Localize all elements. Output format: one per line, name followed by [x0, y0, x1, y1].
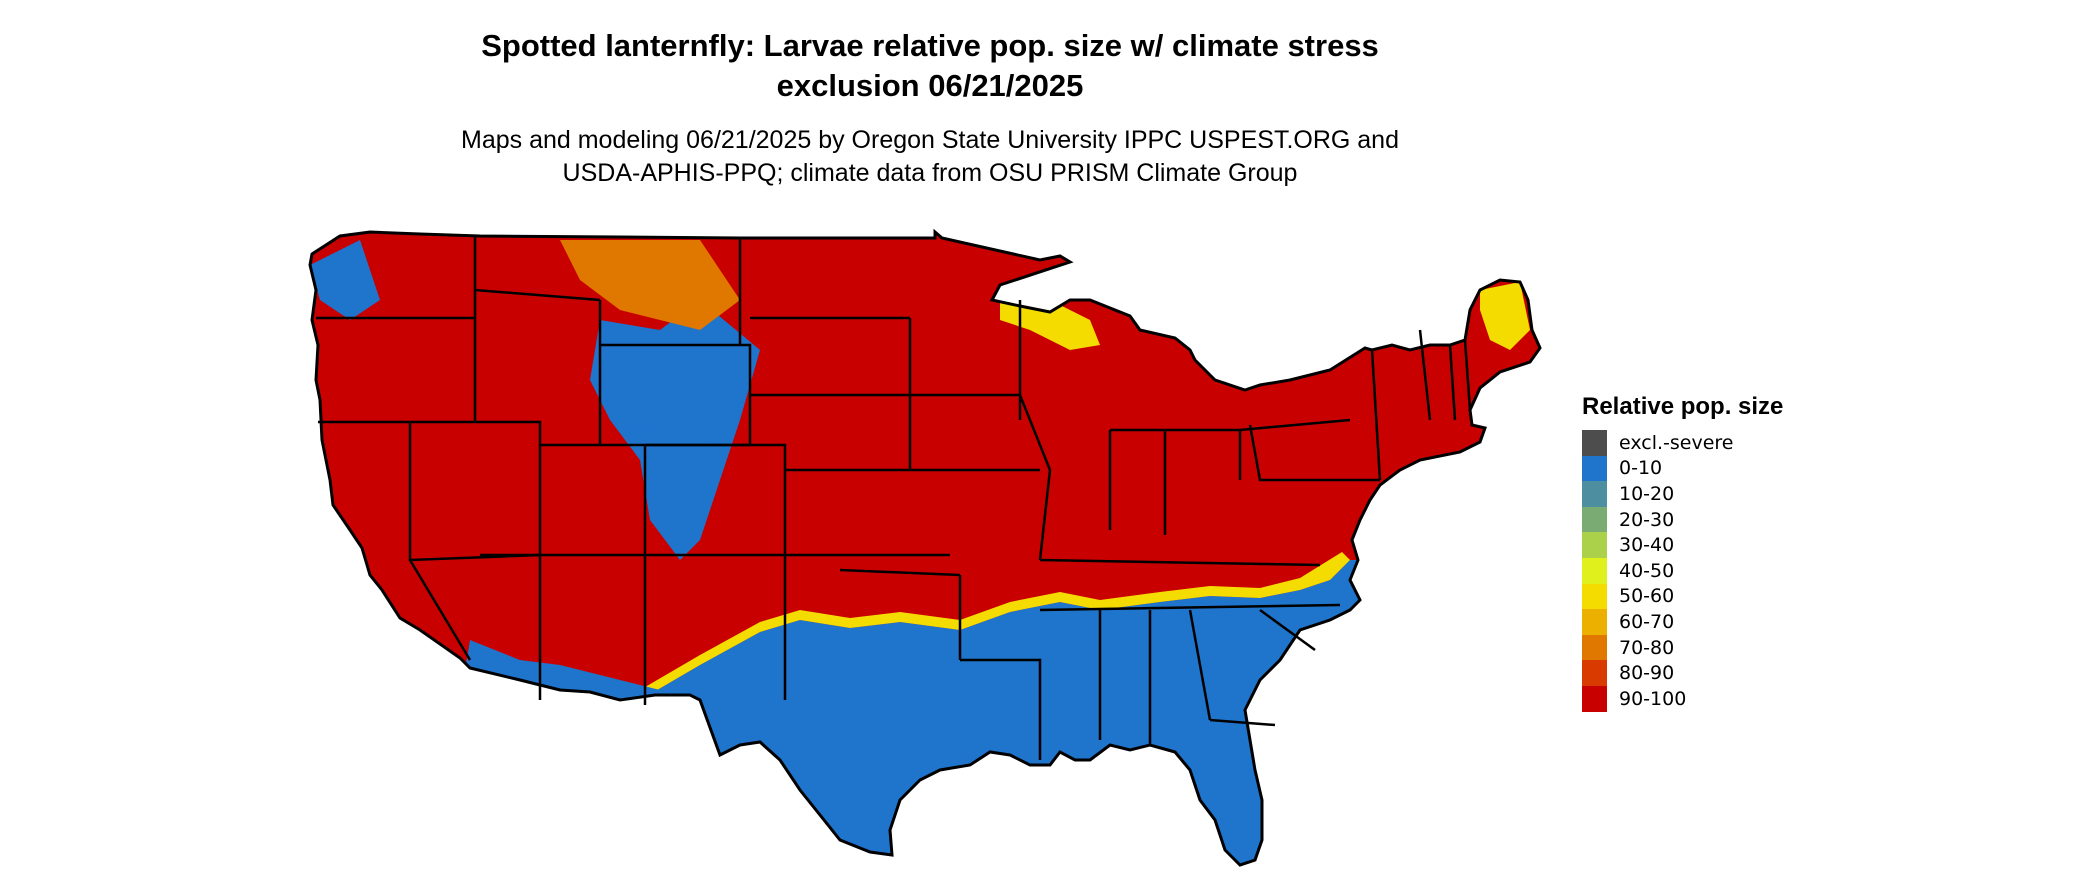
legend-item: 40-50 [1582, 557, 2082, 584]
legend-swatch [1582, 609, 1607, 635]
map-subtitle-line-2: USDA-APHIS-PPQ; climate data from OSU PR… [562, 159, 1298, 187]
map-subtitle-line-1: Maps and modeling 06/21/2025 by Oregon S… [461, 126, 1399, 154]
legend-item: 70-80 [1582, 634, 2082, 661]
legend-item: 30-40 [1582, 532, 2082, 558]
map-title-line-1: Spotted lanternfly: Larvae relative pop.… [481, 28, 1379, 63]
legend-swatch [1582, 481, 1607, 507]
legend-item: 50-60 [1582, 583, 2082, 610]
us-outline [308, 228, 1542, 867]
map-title-line-2: exclusion 06/21/2025 [776, 68, 1084, 103]
montana-mixed-region [560, 240, 740, 330]
legend-label: 90-100 [1619, 687, 1687, 710]
legend-swatch [1582, 506, 1607, 533]
legend-label: 80-90 [1619, 662, 1675, 685]
legend-swatch [1582, 455, 1607, 482]
legend-item: 90-100 [1582, 685, 2082, 712]
legend-label: 20-30 [1619, 508, 1675, 531]
legend-item: excl.-severe [1582, 430, 2082, 456]
maine-transition-region [1480, 282, 1530, 350]
map-legend: Relative pop. size excl.-severe 0-10 10-20… [1582, 392, 2082, 712]
wyoming-low-population-region [600, 345, 740, 445]
legend-label: 60-70 [1619, 610, 1675, 633]
legend-title: Relative pop. size [1582, 393, 1784, 420]
legend-item: 20-30 [1582, 506, 2082, 533]
legend-swatch [1582, 685, 1607, 712]
legend-label: excl.-severe [1619, 431, 1734, 454]
legend-item: 0-10 [1582, 455, 2082, 482]
legend-swatch [1582, 532, 1607, 558]
great-lakes-transition-region [1000, 300, 1100, 350]
legend-swatch [1582, 430, 1607, 456]
northwest-low-population-region [310, 240, 380, 320]
legend-swatch [1582, 634, 1607, 661]
legend-swatch [1582, 660, 1607, 686]
legend-swatch [1582, 557, 1607, 584]
legend-label: 40-50 [1619, 559, 1675, 582]
us-map [300, 222, 1560, 892]
legend-label: 70-80 [1619, 636, 1675, 659]
legend-label: 50-60 [1619, 585, 1675, 608]
legend-item: 60-70 [1582, 609, 2082, 635]
legend-swatch [1582, 583, 1607, 610]
legend-label: 10-20 [1619, 482, 1675, 505]
legend-label: 30-40 [1619, 534, 1675, 557]
legend-item: 80-90 [1582, 660, 2082, 686]
legend-item: 10-20 [1582, 481, 2082, 507]
state-borders [316, 236, 1472, 760]
legend-label: 0-10 [1619, 457, 1663, 480]
